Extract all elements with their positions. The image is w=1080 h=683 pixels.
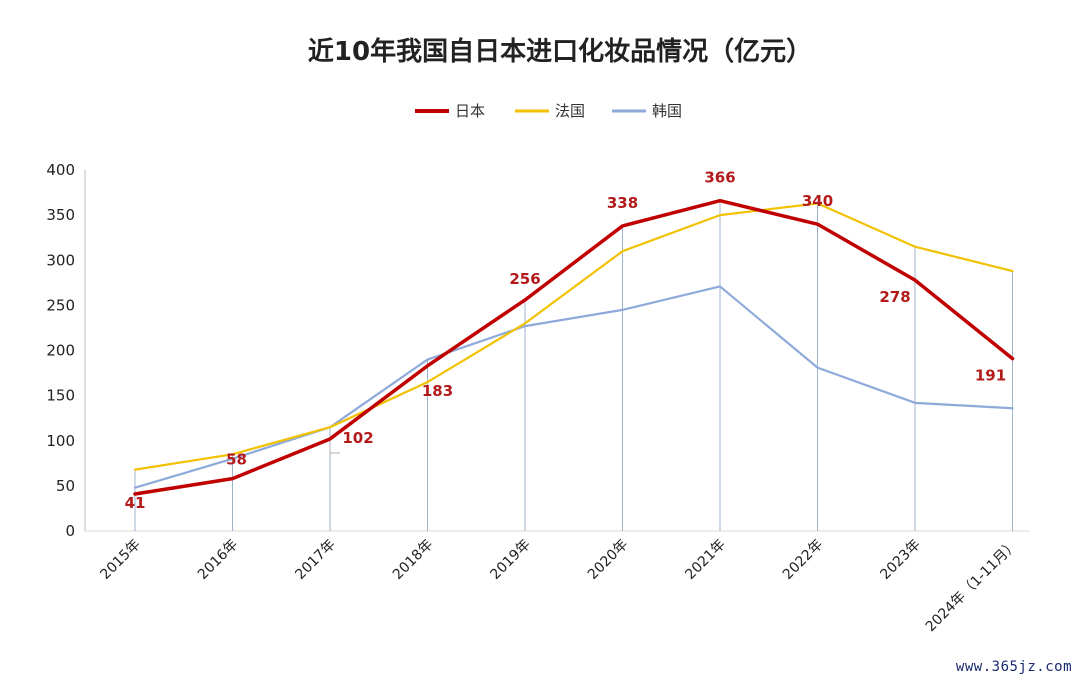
data-label: 366 [704,169,735,187]
y-tick-label: 50 [56,477,75,495]
y-tick-label: 100 [46,432,75,450]
data-label: 256 [509,270,540,288]
plot-area: 0 50 100 150 200 250 300 350 400 2015年 2016年 2017年 2… [46,161,1030,635]
legend-label-france: 法国 [555,102,585,120]
x-tick-label: 2019年 [487,537,533,583]
watermark: www.365jz.com [955,659,1072,675]
x-tick-label: 2021年 [682,537,728,583]
x-tick-label: 2015年 [97,537,143,583]
legend: 日本 法国 韩国 [415,102,682,120]
data-label: 191 [975,367,1006,385]
data-label: 340 [802,192,833,210]
y-tick-label: 0 [65,522,75,540]
x-tick-label: 2017年 [292,537,338,583]
y-tick-label: 350 [46,206,75,224]
series-line-korea [133,285,1014,489]
series-line-france [133,202,1014,471]
legend-label-japan: 日本 [455,102,485,120]
data-label: 338 [607,194,638,212]
y-tick-label: 200 [46,342,75,360]
chart-title: 近10年我国自日本进口化妆品情况（亿元） [308,36,812,67]
leader-line [329,444,340,454]
data-label: 102 [342,429,373,447]
x-tick-label: 2024年（1-11月） [923,537,1022,636]
data-label: 183 [422,382,453,400]
x-tick-label: 2018年 [390,537,436,583]
x-tick-label: 2022年 [780,537,826,583]
y-tick-label: 300 [46,251,75,269]
y-tick-label: 250 [46,296,75,314]
y-tick-label: 150 [46,387,75,405]
x-tick-label: 2020年 [585,537,631,583]
data-label: 41 [125,494,146,512]
series-line-japan [133,198,1015,496]
legend-label-korea: 韩国 [652,102,682,120]
data-label: 278 [879,288,910,306]
data-label: 58 [226,451,247,469]
x-tick-label: 2023年 [877,537,923,583]
x-tick-label: 2016年 [195,537,241,583]
y-tick-label: 400 [46,161,75,179]
